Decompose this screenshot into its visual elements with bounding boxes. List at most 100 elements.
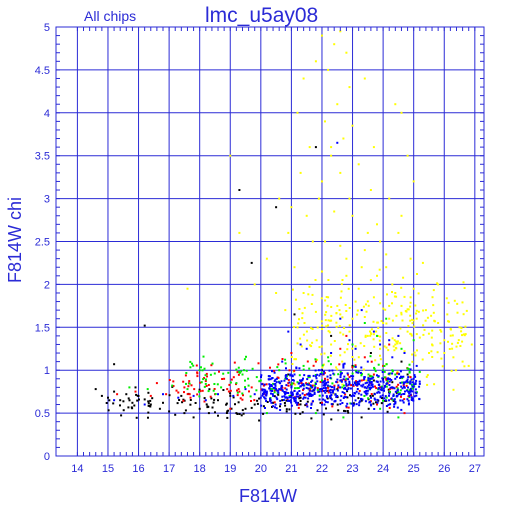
data-point [394,292,397,294]
data-point [410,318,413,321]
data-point [350,402,353,405]
data-point [288,369,291,372]
data-point [225,403,228,406]
data-point [378,383,381,386]
data-point [314,412,317,415]
data-point [370,377,373,380]
data-point [399,399,402,402]
data-point [143,324,146,327]
data-point [352,375,355,378]
data-point [408,395,411,397]
data-point [310,380,313,383]
data-point [321,328,323,330]
data-point [330,306,333,308]
data-point [340,380,343,383]
data-point [372,338,375,341]
data-point [307,374,310,377]
data-point [360,416,363,419]
data-point [365,303,367,306]
data-point [382,307,385,310]
data-point [412,339,415,342]
data-point [356,388,359,390]
data-point [388,388,391,391]
data-point [178,399,181,401]
data-point [143,398,146,401]
data-point [417,310,420,313]
data-point [424,319,427,322]
data-point [418,382,421,385]
data-point [411,322,414,325]
data-point [376,334,378,337]
data-point [323,379,326,382]
data-point [336,395,339,397]
data-point [318,346,321,349]
data-point [279,409,282,411]
data-point [402,276,405,279]
data-point [412,287,415,290]
data-point [119,404,121,407]
data-point [131,401,134,404]
data-point [378,391,381,394]
data-point [339,347,342,350]
data-point [450,369,453,372]
data-point [280,385,283,388]
data-point [382,369,385,372]
data-point [227,390,230,393]
data-point [339,331,342,334]
data-point [285,410,288,413]
data-point [385,363,388,366]
data-point [342,384,345,387]
data-point [227,371,230,374]
data-point [274,406,276,409]
data-point [343,375,346,378]
data-point [406,373,409,376]
data-point [366,389,369,392]
data-point [364,400,367,403]
data-point [186,388,189,391]
data-point [325,296,328,298]
data-point [298,390,301,392]
data-point [348,324,351,327]
data-point [310,303,313,305]
data-point [279,403,282,406]
data-point [364,386,366,389]
data-point [367,304,370,307]
data-point [352,402,355,405]
data-point [353,381,356,384]
data-point [262,393,265,396]
data-point [366,300,369,303]
data-point [305,347,308,350]
data-point [302,368,305,371]
data-point [407,308,410,311]
data-point [107,409,110,412]
data-point [288,394,291,397]
data-point [238,390,241,393]
data-point [341,316,344,319]
data-point [294,412,297,415]
data-point [379,396,382,399]
data-point [338,309,341,312]
data-point [274,378,277,381]
data-point [262,391,265,394]
data-point [192,394,195,397]
data-point [366,381,369,384]
data-point [188,382,191,385]
data-point [321,394,324,397]
data-point [336,389,339,392]
data-point [369,375,372,378]
data-point [336,141,339,144]
data-point [372,373,375,376]
data-point [329,391,332,394]
data-point [389,372,392,375]
data-point [291,379,294,381]
data-point [388,197,391,200]
data-point [342,366,345,369]
data-point [399,389,402,392]
data-point [297,406,300,409]
data-point [277,393,280,396]
data-point [314,375,317,378]
data-point [105,402,108,404]
data-point [295,358,297,361]
data-point [297,382,300,385]
data-point [400,311,403,314]
